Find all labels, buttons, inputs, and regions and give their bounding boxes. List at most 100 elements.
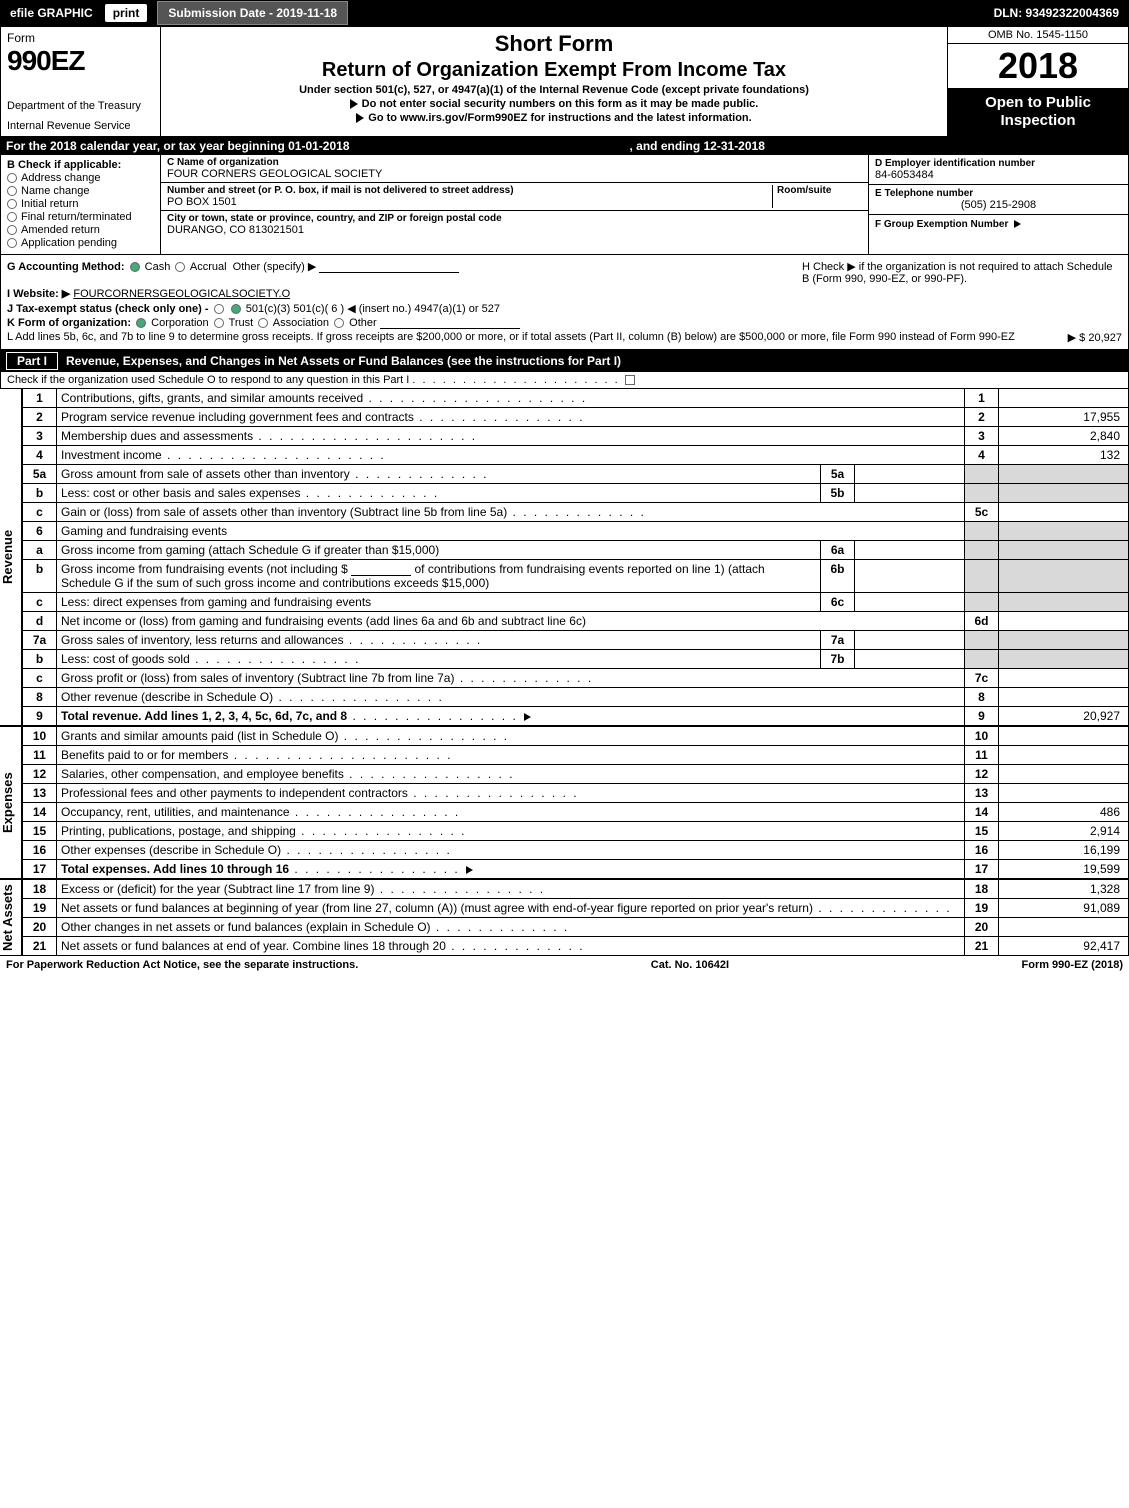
row-10: 10Grants and similar amounts paid (list … [23,727,1129,746]
line-g-label: G Accounting Method: [7,261,125,273]
line-col: 8 [965,688,999,707]
room-label: Room/suite [777,185,862,196]
omb-number: OMB No. 1545-1150 [948,27,1128,44]
chk-application-pending[interactable]: Application pending [7,237,154,249]
line-col: 5c [965,503,999,522]
chk-final-return[interactable]: Final return/terminated [7,211,154,223]
radio-other[interactable] [334,318,344,328]
city-row: City or town, state or province, country… [161,211,868,238]
contrib-input[interactable] [351,564,411,576]
dots-leader [412,374,619,386]
line-desc: Less: cost of goods sold [57,650,821,669]
line-desc: Total expenses. Add lines 10 through 16 [57,860,965,879]
line-amount [999,669,1129,688]
expenses-section: Expenses 10Grants and similar amounts pa… [0,726,1129,879]
line-col: 15 [965,822,999,841]
print-button[interactable]: print [105,4,148,22]
radio-corporation[interactable] [136,318,146,328]
row-7c: cGross profit or (loss) from sales of in… [23,669,1129,688]
line-num: 6 [23,522,57,541]
radio-icon [7,225,17,235]
chk-amended-return[interactable]: Amended return [7,224,154,236]
radio-accrual[interactable] [175,262,185,272]
ssn-warning: Do not enter social security numbers on … [350,98,759,110]
shade-cell [999,593,1129,612]
line-col: 17 [965,860,999,879]
other-org-input[interactable] [380,317,520,329]
line-num: 19 [23,899,57,918]
arrow-icon [466,866,473,874]
header-center: Short Form Return of Organization Exempt… [161,27,948,136]
line-desc: Salaries, other compensation, and employ… [57,765,965,784]
chk-address-change[interactable]: Address change [7,172,154,184]
line-col: 11 [965,746,999,765]
line-num: 9 [23,707,57,726]
goto-link[interactable]: Go to www.irs.gov/Form990EZ for instruct… [356,112,751,124]
line-k: K Form of organization: Corporation Trus… [7,317,1122,329]
dept-irs: Internal Revenue Service [7,120,154,132]
row-15: 15Printing, publications, postage, and s… [23,822,1129,841]
tax-period-bar: For the 2018 calendar year, or tax year … [0,137,1129,155]
radio-icon [7,199,17,209]
box-b-heading: B Check if applicable: [7,159,154,171]
line-desc: Other expenses (describe in Schedule O) [57,841,965,860]
sub-amt [855,560,965,593]
dept-treasury: Department of the Treasury [7,100,154,112]
line-amount [999,746,1129,765]
radio-501c[interactable] [231,304,241,314]
line-desc: Net assets or fund balances at beginning… [57,899,965,918]
line-amount [999,918,1129,937]
other-specify-input[interactable] [319,261,459,273]
line-desc: Contributions, gifts, grants, and simila… [57,389,965,408]
line-amount [999,765,1129,784]
row-18: 18Excess or (deficit) for the year (Subt… [23,880,1129,899]
row-21: 21Net assets or fund balances at end of … [23,937,1129,956]
box-b: B Check if applicable: Address change Na… [1,155,161,254]
chk-initial-return[interactable]: Initial return [7,198,154,210]
box-f: F Group Exemption Number [869,215,1128,233]
footer-left: For Paperwork Reduction Act Notice, see … [6,959,358,971]
radio-icon [7,238,17,248]
line-num: 20 [23,918,57,937]
city-label: City or town, state or province, country… [167,213,862,224]
row-5a: 5aGross amount from sale of assets other… [23,465,1129,484]
chk-name-change[interactable]: Name change [7,185,154,197]
open-to-public: Open to Public Inspection [948,88,1128,136]
revenue-section: Revenue 1Contributions, gifts, grants, a… [0,388,1129,726]
sub-num: 6b [821,560,855,593]
line-desc: Net income or (loss) from gaming and fun… [57,612,965,631]
line-j: J Tax-exempt status (check only one) - 5… [7,302,1122,315]
revenue-table: 1Contributions, gifts, grants, and simil… [22,388,1129,726]
line-col: 19 [965,899,999,918]
row-1: 1Contributions, gifts, grants, and simil… [23,389,1129,408]
opt-association: Association [273,317,329,329]
line-num: 13 [23,784,57,803]
top-bar: efile GRAPHIC print Submission Date - 20… [0,0,1129,26]
radio-501c3[interactable] [214,304,224,314]
shade-cell [965,522,999,541]
line-num: 2 [23,408,57,427]
tax-year: 2018 [948,44,1128,88]
row-5b: bLess: cost or other basis and sales exp… [23,484,1129,503]
ein-label: D Employer identification number [875,158,1122,169]
line-j-opts: 501(c)(3) 501(c)( 6 ) ◀ (insert no.) 494… [246,303,500,315]
radio-trust[interactable] [214,318,224,328]
main-title: Return of Organization Exempt From Incom… [322,59,786,82]
shade-cell [999,541,1129,560]
org-name-row: C Name of organization FOUR CORNERS GEOL… [161,155,868,183]
opt-trust: Trust [229,317,254,329]
radio-association[interactable] [258,318,268,328]
sub-num: 6c [821,593,855,612]
website-value[interactable]: FOURCORNERSGEOLOGICALSOCIETY.O [73,288,290,300]
line-desc: Program service revenue including govern… [57,408,965,427]
part-1-label: Part I [6,352,58,370]
line-col: 13 [965,784,999,803]
line-desc: Benefits paid to or for members [57,746,965,765]
shade-cell [999,560,1129,593]
schedule-o-checkbox[interactable] [625,375,635,385]
line-amount: 20,927 [999,707,1129,726]
line-desc: Less: direct expenses from gaming and fu… [57,593,821,612]
row-5c: cGain or (loss) from sale of assets othe… [23,503,1129,522]
city-value: DURANGO, CO 813021501 [167,224,862,236]
radio-cash[interactable] [130,262,140,272]
